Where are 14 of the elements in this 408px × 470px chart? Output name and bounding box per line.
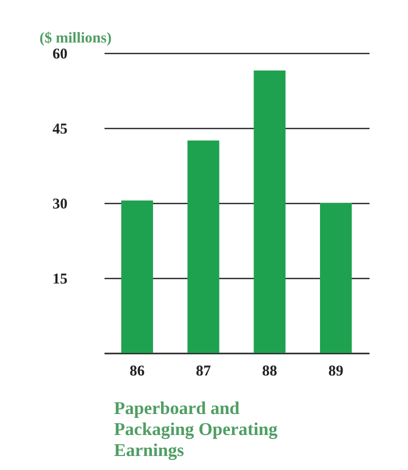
x-tick-label: 86 — [130, 364, 146, 380]
y-tick-label: 30 — [52, 196, 68, 212]
y-tick-label: 60 — [52, 46, 68, 62]
y-tick-label: 15 — [52, 272, 68, 288]
bar — [320, 203, 352, 353]
bar — [254, 70, 286, 353]
text: Paperboard and Packaging Operating Earnings — [114, 398, 278, 460]
bar — [121, 200, 154, 353]
y-axis-title: ($ millions) — [40, 30, 112, 46]
x-tick-label: 88 — [262, 364, 278, 380]
x-tick-label: 89 — [328, 364, 344, 380]
x-tick-label: 87 — [196, 364, 212, 380]
y-tick-label: 45 — [52, 122, 68, 138]
bar — [187, 140, 220, 353]
